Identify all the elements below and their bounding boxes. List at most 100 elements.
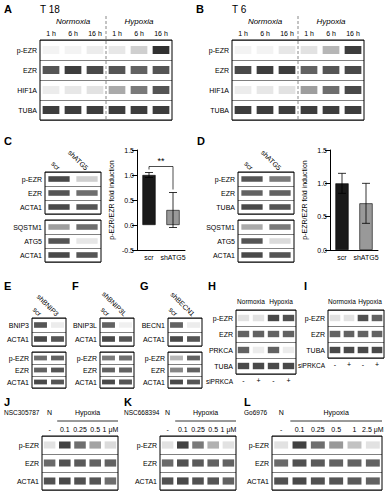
svg-text:D: D	[197, 135, 205, 147]
svg-text:B: B	[196, 3, 204, 15]
svg-text:shBNIP3L: shBNIP3L	[101, 290, 128, 317]
svg-text:-: -	[166, 426, 169, 433]
svg-text:0.5: 0.5	[208, 426, 218, 433]
svg-text:+: +	[347, 361, 351, 368]
svg-text:SQSTM1: SQSTM1	[206, 224, 235, 232]
svg-text:0.5: 0.5	[90, 426, 100, 433]
svg-text:0.1: 0.1	[178, 426, 188, 433]
svg-text:ACTA1: ACTA1	[7, 336, 29, 343]
svg-text:SQSTM1: SQSTM1	[13, 224, 42, 232]
svg-text:TUBA: TUBA	[210, 107, 229, 114]
svg-text:ACTA1: ACTA1	[247, 478, 269, 485]
svg-text:6 h: 6 h	[326, 30, 336, 37]
svg-text:scr: scr	[167, 306, 179, 318]
svg-text:EZR: EZR	[151, 367, 165, 374]
svg-text:Hypoxia: Hypoxia	[358, 298, 382, 306]
svg-text:F: F	[72, 280, 79, 292]
svg-text:Normoxia: Normoxia	[56, 17, 91, 26]
svg-text:p-EZR: p-EZR	[22, 176, 42, 184]
svg-text:1 h: 1 h	[46, 30, 56, 37]
svg-text:p-EZR/EZR fold induction: p-EZR/EZR fold induction	[301, 160, 309, 239]
svg-text:ACTA1: ACTA1	[17, 478, 39, 485]
svg-text:K: K	[124, 396, 132, 408]
svg-text:Hypoxia: Hypoxia	[75, 409, 100, 417]
svg-text:scr: scr	[144, 254, 154, 261]
svg-text:EZR: EZR	[255, 460, 269, 467]
svg-text:ACTA1: ACTA1	[135, 478, 157, 485]
svg-text:-: -	[362, 361, 365, 368]
svg-text:16 h: 16 h	[154, 30, 168, 37]
svg-text:-: -	[242, 377, 245, 384]
svg-text:+: +	[256, 377, 260, 384]
svg-text:p-EZR: p-EZR	[9, 355, 29, 363]
svg-text:ATG5: ATG5	[217, 238, 235, 245]
svg-text:p-EZR: p-EZR	[145, 355, 165, 363]
svg-text:ACTA1: ACTA1	[7, 379, 29, 386]
svg-text:EZR: EZR	[221, 190, 235, 197]
svg-text:EZR: EZR	[15, 367, 29, 374]
svg-text:scr: scr	[337, 254, 347, 261]
svg-text:p-EZR/EZR fold induction: p-EZR/EZR fold induction	[108, 160, 116, 239]
svg-text:1.5: 1.5	[124, 147, 134, 154]
svg-text:shATG5: shATG5	[353, 254, 378, 261]
svg-text:G: G	[140, 280, 149, 292]
svg-text:TUBA: TUBA	[214, 363, 233, 370]
svg-text:Normoxia: Normoxia	[237, 298, 265, 305]
svg-text:L: L	[244, 396, 251, 408]
svg-text:16 h: 16 h	[88, 30, 102, 37]
svg-text:6 h: 6 h	[134, 30, 144, 37]
svg-text:**: **	[157, 156, 165, 166]
svg-text:BNIP3: BNIP3	[9, 322, 29, 329]
svg-text:Normoxia: Normoxia	[328, 298, 356, 305]
svg-text:16 h: 16 h	[346, 30, 360, 37]
svg-text:p-EZR: p-EZR	[209, 47, 229, 55]
svg-text:1 μM: 1 μM	[221, 426, 237, 434]
svg-text:0.25: 0.25	[191, 426, 205, 433]
svg-text:ACTA1: ACTA1	[20, 252, 42, 259]
svg-text:1: 1	[353, 426, 357, 433]
svg-text:ACTA1: ACTA1	[75, 379, 97, 386]
svg-text:0.1: 0.1	[60, 426, 70, 433]
svg-text:1.5: 1.5	[317, 147, 327, 154]
svg-text:p-EZR: p-EZR	[77, 355, 97, 363]
svg-text:p-EZR: p-EZR	[215, 176, 235, 184]
svg-text:BNIP3L: BNIP3L	[73, 322, 97, 329]
svg-text:EZR: EZR	[28, 190, 42, 197]
svg-text:N: N	[165, 409, 170, 416]
svg-text:p-EZR: p-EZR	[137, 442, 157, 450]
svg-text:HIF1A: HIF1A	[209, 87, 229, 94]
svg-text:1 h: 1 h	[238, 30, 248, 37]
svg-text:ACTA1: ACTA1	[75, 336, 97, 343]
svg-text:-: -	[272, 377, 275, 384]
svg-text:-0.5: -0.5	[122, 247, 134, 254]
svg-text:p-EZR: p-EZR	[249, 442, 269, 450]
svg-text:Hypoxia: Hypoxia	[324, 409, 349, 417]
svg-text:Normoxia: Normoxia	[248, 17, 283, 26]
svg-text:T 6: T 6	[232, 4, 247, 15]
svg-text:T 18: T 18	[40, 4, 60, 15]
svg-text:ATG5: ATG5	[24, 238, 42, 245]
svg-text:Hypoxia: Hypoxia	[269, 298, 293, 306]
svg-text:-: -	[48, 426, 51, 433]
svg-text:I: I	[304, 280, 307, 292]
svg-text:HIF1A: HIF1A	[17, 87, 37, 94]
svg-text:Hypoxia: Hypoxia	[193, 409, 218, 417]
svg-text:EZR: EZR	[23, 67, 37, 74]
svg-text:0.25: 0.25	[311, 426, 325, 433]
svg-text:siPRKCA: siPRKCA	[206, 378, 234, 385]
svg-text:p-EZR: p-EZR	[213, 315, 233, 323]
svg-text:Hypoxia: Hypoxia	[125, 17, 154, 26]
svg-text:ACTA1: ACTA1	[20, 204, 42, 211]
svg-text:EZR: EZR	[25, 460, 39, 467]
svg-text:ACTA1: ACTA1	[213, 252, 235, 259]
svg-text:scr: scr	[50, 160, 62, 172]
svg-text:scr: scr	[243, 160, 255, 172]
svg-text:N: N	[279, 409, 284, 416]
svg-text:0.5: 0.5	[317, 213, 327, 220]
svg-text:6 h: 6 h	[68, 30, 78, 37]
svg-text:1 h: 1 h	[112, 30, 122, 37]
svg-text:NSC668394: NSC668394	[124, 409, 160, 416]
svg-text:1.0: 1.0	[124, 172, 134, 179]
svg-text:scr: scr	[31, 306, 43, 318]
svg-text:16 h: 16 h	[280, 30, 294, 37]
